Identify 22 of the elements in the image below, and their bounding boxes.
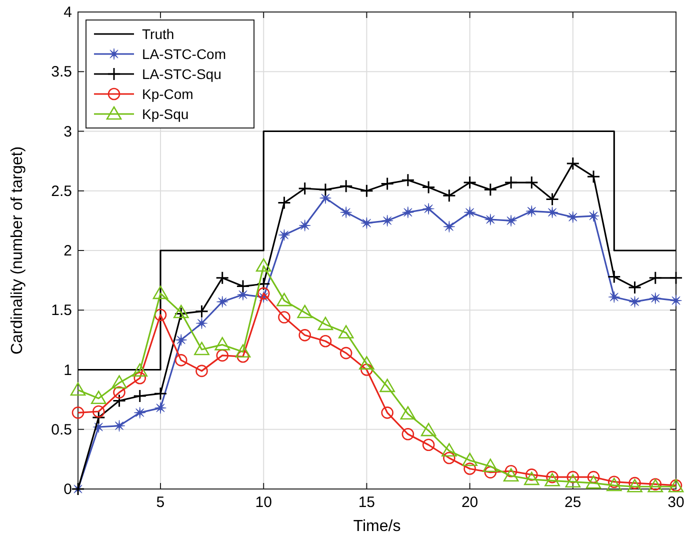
x-tick-label: 5: [156, 494, 165, 511]
legend-label: Kp-Squ: [142, 106, 189, 122]
x-tick-label: 30: [668, 494, 684, 511]
legend-label: Kp-Com: [142, 86, 194, 102]
y-tick-label: 2.5: [51, 182, 72, 200]
x-tick-label: 20: [461, 494, 478, 511]
legend-label: LA-STC-Com: [142, 46, 226, 62]
y-tick-label: 1: [64, 362, 72, 379]
x-tick-label: 25: [564, 494, 582, 511]
y-axis-title: Cardinality (number of target): [9, 146, 26, 355]
x-tick-label: 15: [358, 494, 376, 511]
y-tick-label: 0.5: [51, 421, 72, 438]
y-tick-label: 3.5: [51, 64, 72, 81]
y-tick-label: 3: [64, 123, 72, 140]
y-tick-label: 0: [64, 481, 72, 498]
y-tick-label: 4: [64, 4, 72, 21]
y-tick-label: 1.5: [51, 302, 72, 320]
x-tick-label: 10: [255, 494, 272, 511]
legend-label: LA-STC-Squ: [142, 66, 222, 82]
y-tick-label: 2: [64, 242, 72, 260]
legend-label: Truth: [142, 26, 174, 42]
x-axis-title: Time/s: [353, 518, 401, 535]
